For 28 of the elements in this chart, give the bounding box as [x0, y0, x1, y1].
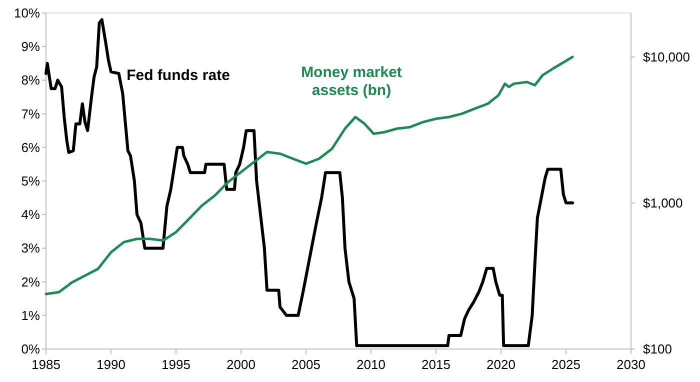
x-tick-label: 1985 — [32, 357, 60, 372]
x-tick-label: 2010 — [356, 357, 386, 372]
x-tick-label: 2025 — [552, 357, 580, 372]
y-tick-label: 2% — [21, 274, 40, 290]
x-tick-label: 1990 — [96, 357, 126, 372]
series-label: Money market assets (bn) — [301, 64, 402, 99]
x-tick-label: 2005 — [292, 357, 320, 372]
y-tick-label: 6% — [21, 140, 40, 155]
x-tick-label: 1995 — [162, 357, 190, 372]
y-tick-label: 5% — [21, 174, 40, 188]
y2-tick-label: $1,000 — [643, 195, 683, 210]
y-tick-label: 7% — [21, 106, 40, 122]
y-tick-label: 4% — [21, 207, 40, 222]
x-tick-label: 2020 — [486, 357, 516, 372]
y-tick-label: 8% — [21, 72, 40, 88]
y-tick-label: 10% — [14, 6, 40, 20]
line-series — [44, 18, 574, 348]
x-tick-label: 2000 — [226, 357, 256, 372]
y-tick-label: 0% — [21, 342, 40, 356]
x-tick-label: 2030 — [616, 357, 646, 372]
line-series — [44, 56, 574, 296]
y-tick-label: 3% — [21, 240, 40, 256]
y2-tick-label: $100 — [643, 342, 672, 356]
y2-tick-label: $10,000 — [643, 49, 690, 64]
y-tick-label: 9% — [21, 39, 40, 54]
series-label: Fed funds rate — [126, 67, 230, 84]
y-tick-label: 1% — [21, 308, 40, 323]
x-tick-label: 2015 — [422, 357, 450, 372]
